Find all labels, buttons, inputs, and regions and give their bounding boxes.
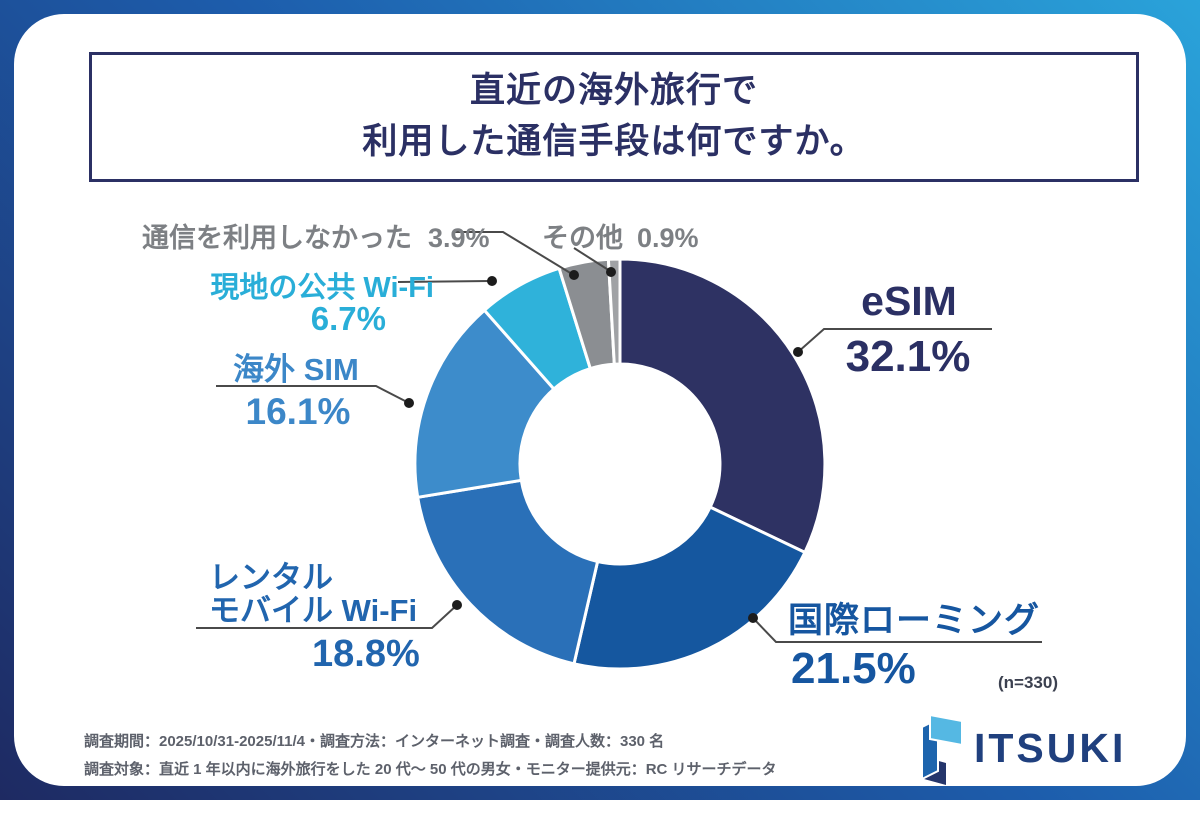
content-canvas: 直近の海外旅行で 利用した通信手段は何ですか。 通信を利用しなかった 3.9% そ…: [14, 14, 1186, 786]
survey-note-line1: 調査期間：2025/10/31-2025/11/4・調査方法：インターネット調査…: [84, 733, 665, 750]
label-esim-pct: 32.1%: [845, 332, 971, 381]
label-overseas-sim-pct: 16.1%: [245, 391, 351, 432]
label-no-communication-name: 通信を利用しなかった: [142, 223, 412, 253]
survey-note-line2: 調査対象：直近 1 年以内に海外旅行をした 20 代〜 50 代の男女・モニター…: [84, 761, 777, 778]
label-rental-wifi-line1: レンタル: [209, 560, 333, 595]
itsuki-logo-mark-icon: [921, 713, 963, 785]
label-overseas-sim-name: 海外 SIM: [233, 352, 359, 387]
donut-segment-1: [572, 505, 807, 671]
title-box: 直近の海外旅行で 利用した通信手段は何ですか。: [89, 52, 1139, 182]
page-title-line1: 直近の海外旅行で: [469, 71, 758, 111]
sample-size-note: (n=330): [998, 673, 1058, 692]
label-roaming-pct: 21.5%: [791, 644, 916, 693]
itsuki-logo-text: ITSUKI: [974, 724, 1127, 771]
label-other-name: その他: [542, 223, 623, 253]
label-public-wifi-pct: 6.7%: [310, 300, 386, 337]
donut-chart: [413, 257, 827, 671]
label-roaming-name: 国際ローミング: [788, 601, 1041, 640]
donut-segment-3: [413, 308, 557, 500]
donut-segment-0: [618, 257, 827, 555]
label-public-wifi-name: 現地の公共 Wi-Fi: [210, 272, 434, 304]
itsuki-logo: ITSUKI: [914, 711, 1154, 785]
label-esim-name: eSIM: [861, 278, 957, 324]
label-rental-wifi-line2: モバイル Wi-Fi: [209, 593, 418, 628]
donut-segment-6: [606, 257, 622, 366]
label-no-communication-pct: 3.9%: [428, 223, 490, 253]
page-title-line2: 利用した通信手段は何ですか。: [362, 122, 866, 161]
donut-segment-2: [415, 478, 600, 666]
label-other: その他 0.9%: [542, 216, 699, 255]
label-no-communication: 通信を利用しなかった 3.9%: [142, 216, 490, 255]
label-rental-wifi-pct: 18.8%: [312, 633, 420, 675]
label-other-pct: 0.9%: [637, 223, 699, 253]
